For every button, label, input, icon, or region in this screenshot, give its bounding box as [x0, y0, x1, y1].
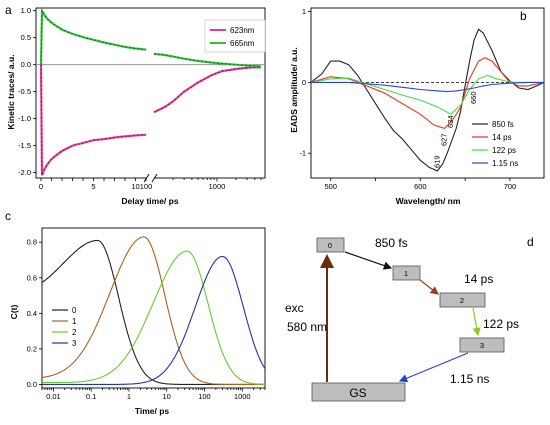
chart-a-data-665nm-left [40, 9, 147, 65]
chart-b-xlabel: Wavelength/ nm [396, 196, 461, 206]
chart-c-ytick-label: 0.6 [27, 273, 37, 282]
lifetime-1-15ns: 1.15 ns [450, 372, 489, 386]
chart-b-series-14-ps [310, 56, 545, 130]
chart-a-xtick-label: 100 [140, 182, 153, 191]
chart-c-legend: 0 1 2 3 [52, 306, 77, 348]
chart-c-legend-1: 1 [72, 317, 77, 326]
chart-b-legend-1-15-ns: 1.15 ns [492, 159, 518, 168]
state-label-0: 0 [328, 241, 332, 250]
state-box-1 [392, 265, 421, 281]
chart-c-ytick-label: 0.4 [27, 309, 37, 318]
chart-a-series-623nm-left [39, 64, 147, 176]
chart-a-ytick-label: -2.0 [18, 168, 31, 177]
chart-c-legend-0: 0 [72, 306, 77, 315]
chart-b-xtick-label: 700 [504, 182, 517, 191]
chart-c-xlabel: Time/ ps [135, 406, 170, 416]
panel-letter-a: a [5, 3, 12, 17]
state-label-1: 1 [404, 269, 408, 278]
chart-a-xtick-label: 0 [39, 182, 43, 191]
chart-c-xtick-label: 0.1 [86, 392, 96, 401]
chart-b-frame [310, 7, 545, 179]
excitation-label: exc [285, 301, 304, 315]
state-label-gs: GS [349, 386, 366, 400]
transition-arrow-0-1 [344, 251, 393, 270]
chart-a-xtick-label: 1000 [209, 182, 226, 191]
chart-b-ytick-label: 0 [302, 78, 306, 87]
chart-a-data-623nm-right [153, 67, 261, 113]
chart-a-ytick-label: 0.0 [21, 60, 31, 69]
chart-c-ytick-label: 0.0 [27, 380, 37, 389]
chart-b-annotation-634: 634 [446, 115, 455, 128]
kinetic-scheme: 0 1 2 3 GS exc 580 nm 850 fs 14 ps 122 p… [285, 236, 519, 402]
panel-letter-d: d [527, 235, 534, 249]
chart-c-xtick-label: 100 [198, 392, 211, 401]
lifetime-122ps: 122 ps [483, 317, 519, 331]
chart-b-annotation-619: 619 [432, 155, 441, 168]
chart-c-xtick-label: 0.01 [46, 392, 61, 401]
chart-c: 0.00.20.40.60.80.01 0.1 1 10 100 1000 Time/ p… [9, 227, 266, 416]
state-label-3: 3 [480, 341, 484, 350]
chart-b-legend: 850 fs 14 ps 122 ps 1.15 ns [472, 120, 518, 168]
chart-b-series-1-15-ns [311, 81, 544, 93]
chart-a-xtick-label: 5 [91, 182, 95, 191]
chart-a-ytick-label: 0.5 [21, 33, 31, 42]
chart-b-annotation-660: 660 [469, 91, 478, 104]
chart-c-series-1 [41, 236, 265, 385]
chart-a-ytick-label: -1.0 [18, 114, 31, 123]
chart-a-xlabel: Delay time/ ps [121, 196, 178, 206]
chart-c-ytick-label: 0.8 [27, 238, 37, 247]
transition-arrow-1-2 [419, 279, 439, 295]
chart-c-ylabel: C(t) [9, 305, 19, 320]
chart-a-data-623nm-left [40, 64, 147, 176]
chart-c-frame [41, 227, 266, 389]
chart-b-xtick-label: 500 [324, 182, 337, 191]
chart-c-legend-2: 2 [72, 328, 77, 337]
chart-a: -2.0 -1.5 -1.0 -0.5 0.0 0.5 1.0 0 5 10 100 1000 Del… [6, 6, 266, 206]
panel-letter-b: b [520, 9, 527, 23]
chart-a-legend-665: 665nm [230, 39, 255, 48]
chart-b-xtick-label: 600 [414, 182, 427, 191]
chart-a-legend: 623nm 665nm [204, 19, 266, 53]
chart-c-legend-3: 3 [72, 339, 77, 348]
state-label-2: 2 [460, 296, 464, 305]
chart-c-xtick-label: 1 [127, 392, 131, 401]
chart-a-ytick-label: -0.5 [18, 87, 31, 96]
transition-arrow-3-gs [398, 352, 469, 383]
chart-a-ylabel: Kinetic traces/ a.u. [6, 54, 16, 129]
chart-c-ytick-label: 0.2 [27, 344, 37, 353]
chart-b-ytick-label: -1 [299, 149, 306, 158]
chart-a-axis-break [143, 173, 158, 183]
lifetime-14ps: 14 ps [464, 272, 493, 286]
chart-b-ytick-label: 1 [302, 7, 306, 16]
state-box-gs [311, 382, 406, 402]
chart-b-legend-850-fs: 850 fs [492, 120, 514, 129]
chart-b-annotation-627: 627 [440, 133, 449, 146]
chart-a-axis-break-mask [146, 166, 154, 182]
lifetime-850fs: 850 fs [375, 236, 408, 250]
chart-a-legend-box [204, 19, 266, 53]
chart-c-series-3 [42, 255, 266, 385]
chart-a-ytick-label: -1.5 [18, 141, 31, 150]
chart-b: -1 0 1 500 600 700 619 627 634 660 Wavelength/ n… [289, 7, 545, 206]
state-box-3 [459, 337, 505, 353]
state-box-2 [439, 292, 486, 308]
chart-c-xtick-label: 10 [163, 392, 171, 401]
chart-b-legend-14-ps: 14 ps [492, 133, 512, 142]
chart-a-ytick-label: 1.0 [21, 6, 31, 15]
panel-letter-c: c [5, 209, 11, 223]
excitation-wavelength: 580 nm [287, 320, 327, 334]
chart-a-series-665nm-right [153, 52, 262, 68]
chart-a-legend-623: 623nm [230, 26, 255, 35]
chart-a-series-623nm-right [153, 66, 261, 114]
chart-b-ylabel: EADS amplitude/ a.u. [289, 47, 299, 133]
chart-b-series-122-ps [310, 74, 544, 115]
state-box-0 [316, 237, 345, 253]
chart-b-legend-122-ps: 122 ps [492, 146, 516, 155]
chart-c-series-2 [41, 250, 265, 385]
transition-arrow-2-3 [472, 307, 481, 337]
chart-a-series-665nm-left [39, 6, 147, 65]
chart-a-xtick-label: 10 [131, 182, 139, 191]
chart-c-xtick-label: 1000 [234, 392, 251, 401]
